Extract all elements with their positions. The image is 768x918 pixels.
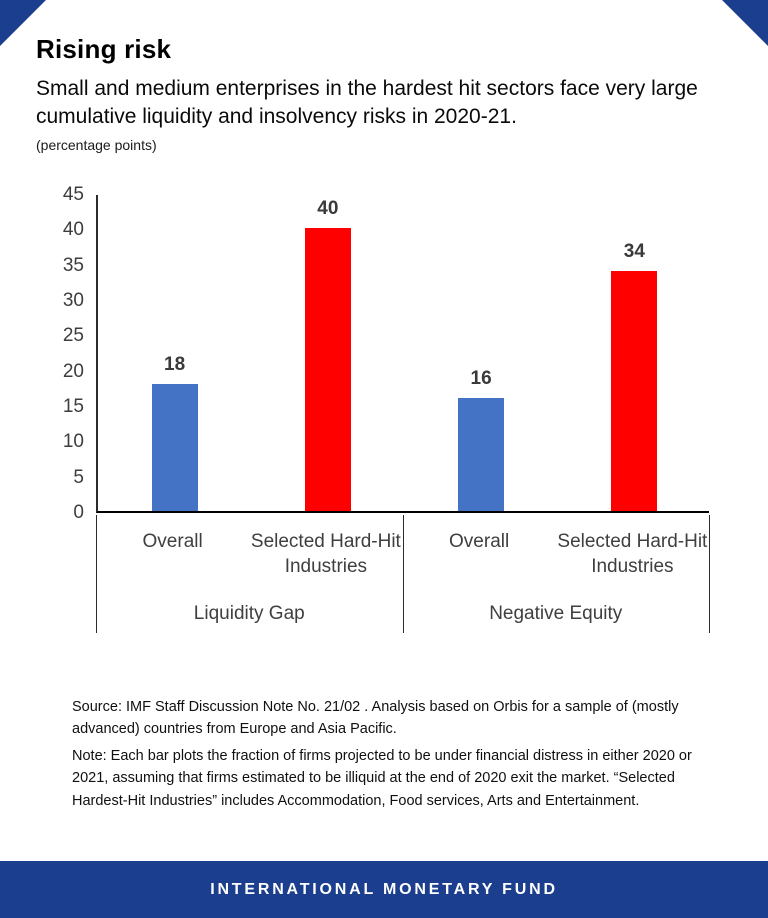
y-axis-tick-label: 5 — [73, 466, 84, 488]
note-text: Note: Each bar plots the fraction of fir… — [72, 747, 692, 809]
axis-separator-line — [709, 514, 710, 633]
footer-org-name: INTERNATIONAL MONETARY FUND — [210, 880, 558, 898]
y-axis-tick-label: 40 — [62, 219, 84, 241]
plot-area: 18 40 16 34 — [96, 194, 709, 513]
bar-value-label: 16 — [470, 367, 492, 389]
axis-separator-line — [402, 514, 404, 633]
y-axis-tick-label: 15 — [62, 395, 84, 417]
y-axis-tick-label: 35 — [62, 254, 84, 276]
group-label: Negative Equity — [489, 602, 623, 624]
y-axis-tick-label: 45 — [62, 183, 84, 205]
units-label: (percentage points) — [36, 136, 157, 153]
bar-3-overall — [458, 397, 505, 511]
footer-banner: INTERNATIONAL MONETARY FUND — [0, 861, 768, 918]
bar-value-label: 18 — [164, 353, 186, 375]
category-label: Selected Hard-Hit Industries — [250, 530, 401, 578]
y-axis-tick-label: 20 — [62, 360, 84, 382]
bar-4-selected-hard-hit-industries — [611, 270, 658, 511]
group-label: Liquidity Gap — [193, 602, 305, 624]
y-axis-tick-label: 30 — [62, 289, 84, 311]
source-text: Source: IMF Staff Discussion Note No. 21… — [72, 698, 679, 738]
bar-chart: 18 40 16 34 0 5 10 15 20 25 30 35 40 45 Overall Select… — [36, 184, 732, 650]
bar-value-label: 34 — [623, 240, 645, 262]
content-area: Rising risk Small and medium enterprises… — [36, 34, 732, 812]
category-label: Selected Hard-Hit Industries — [557, 530, 708, 578]
chart-subtitle: Small and medium enterprises in the hard… — [36, 77, 698, 128]
bar-2-selected-hard-hit-industries — [304, 228, 351, 511]
chart-title: Rising risk — [36, 34, 172, 64]
footnotes: Source: IMF Staff Discussion Note No. 21… — [36, 650, 732, 812]
category-label: Overall — [142, 530, 203, 552]
axis-separator-line — [96, 514, 97, 633]
category-label: Overall — [449, 530, 510, 552]
y-axis-tick-label: 25 — [62, 325, 84, 347]
bar-value-label: 40 — [317, 198, 339, 220]
bar-1-overall — [151, 383, 198, 511]
y-axis-tick-label: 10 — [62, 431, 84, 453]
y-axis-tick-label: 0 — [73, 501, 84, 523]
